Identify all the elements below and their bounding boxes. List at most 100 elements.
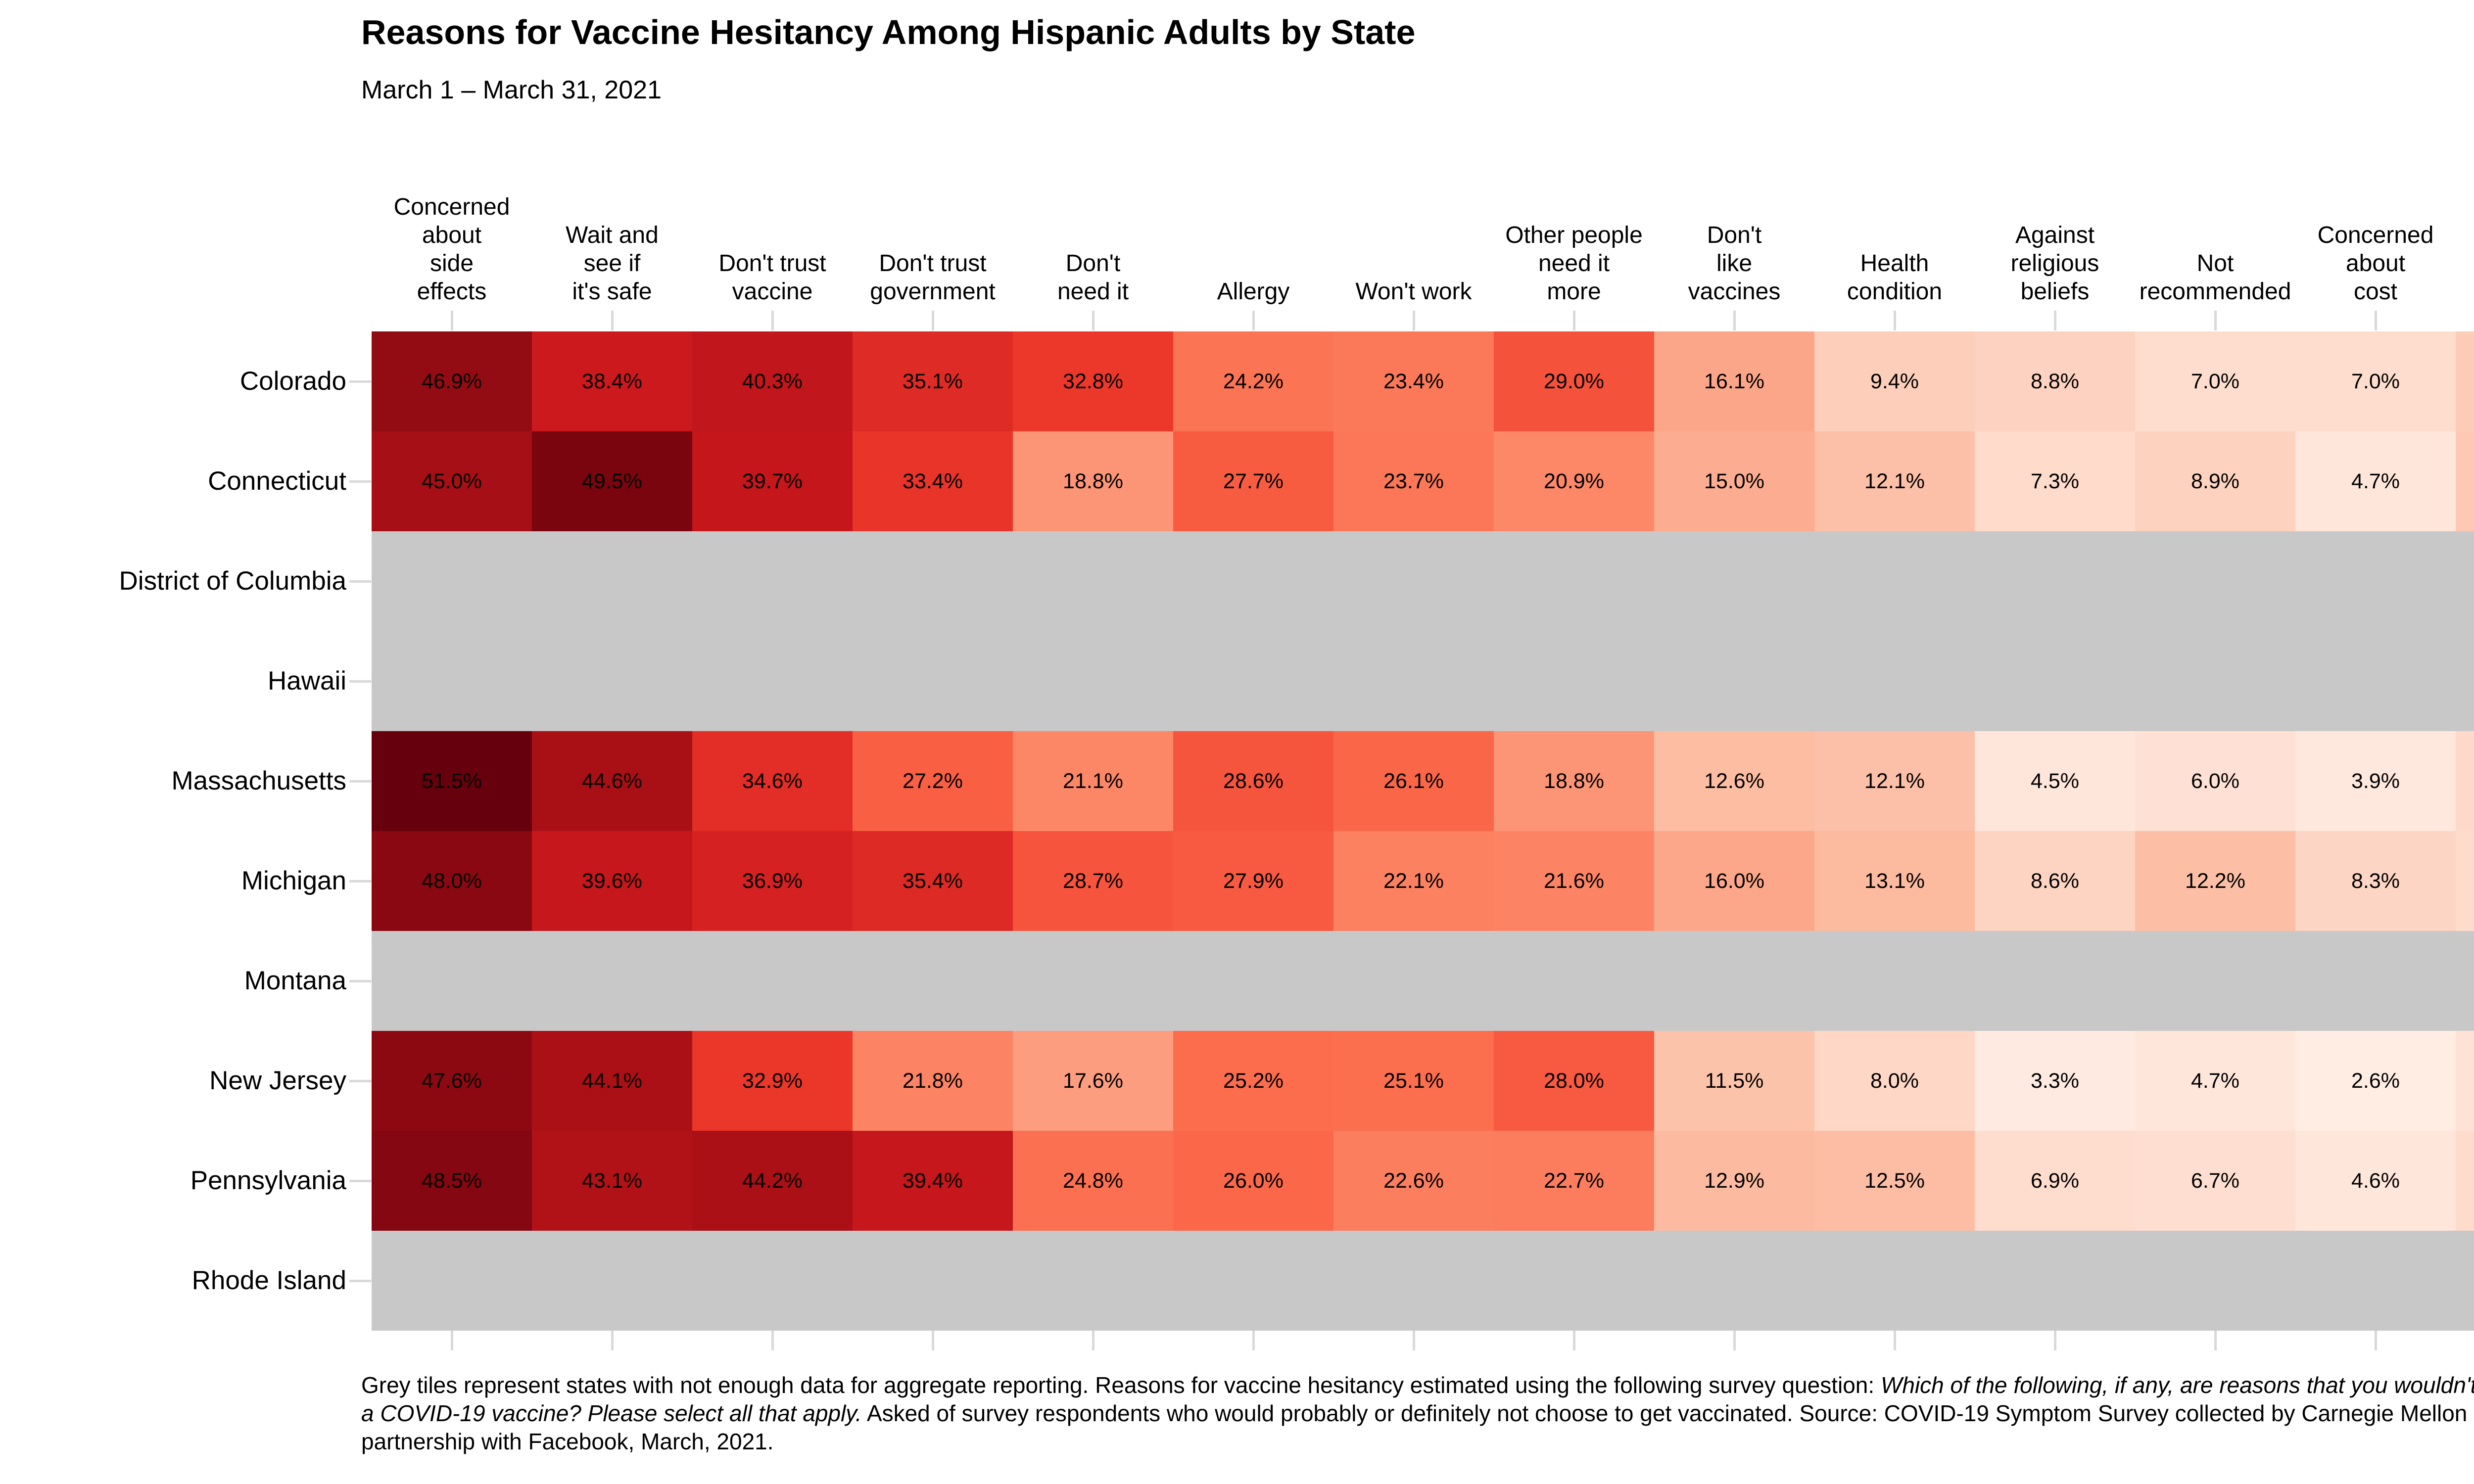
footnote-text: Grey tiles represent states with not eno…	[361, 1372, 1881, 1398]
footnote-survey-question: Which of the following, if any, are reas…	[361, 1372, 2474, 1426]
row-label: Colorado	[239, 367, 346, 396]
heatmap-cell: 27.7%	[1173, 431, 1333, 531]
column-header: Health condition	[1847, 250, 1943, 305]
x-axis-tick-top	[2214, 311, 2217, 330]
heatmap-cell	[1975, 1231, 2135, 1331]
heatmap-cell: 20.9%	[1494, 431, 1654, 531]
heatmap-cell: 7.2%	[2456, 831, 2474, 931]
heatmap-cell	[1173, 931, 1333, 1031]
heatmap-cell: 22.1%	[1333, 831, 1494, 931]
heatmap-cell: 18.8%	[1494, 731, 1654, 831]
heatmap-cell	[532, 1231, 692, 1331]
heatmap-cell: 8.0%	[1814, 1031, 1975, 1131]
x-axis-tick-bottom	[1573, 1331, 1575, 1350]
column-header: Don't like vaccines	[1688, 222, 1781, 305]
heatmap-cell	[1333, 531, 1494, 631]
heatmap-cell	[372, 531, 532, 631]
heatmap-cell: 21.8%	[853, 1031, 1013, 1131]
column-header: Allergy	[1217, 278, 1290, 305]
x-axis-tick-bottom	[1894, 1331, 1896, 1350]
y-axis-tick-left	[349, 980, 371, 982]
heatmap-cell: 46.9%	[372, 331, 532, 431]
heatmap-cell	[2456, 531, 2474, 631]
heatmap-cell: 22.6%	[1333, 1131, 1494, 1231]
heatmap-cell: 28.7%	[1013, 831, 1173, 931]
heatmap-cell	[1494, 531, 1654, 631]
row-label: Pennsylvania	[190, 1166, 346, 1195]
heatmap-cell: 29.0%	[1494, 331, 1654, 431]
heatmap-cell	[372, 1231, 532, 1331]
heatmap-cell: 17.6%	[1013, 1031, 1173, 1131]
heatmap-cell	[2135, 931, 2295, 1031]
heatmap-cell	[2135, 531, 2295, 631]
heatmap-cell	[1333, 931, 1494, 1031]
heatmap-cell: 44.2%	[692, 1131, 853, 1231]
heatmap-cell: 28.0%	[1494, 1031, 1654, 1131]
heatmap-cell: 27.9%	[1173, 831, 1333, 931]
heatmap-cell: 8.6%	[1975, 831, 2135, 931]
column-header: Pregnancy	[2456, 278, 2474, 306]
column-header: Don't trust government	[870, 250, 996, 305]
y-axis-tick-left	[349, 680, 371, 683]
heatmap-cell: 16.1%	[1654, 331, 1814, 431]
y-axis-tick-left	[349, 480, 371, 483]
heatmap-cell: 39.7%	[692, 431, 853, 531]
heatmap-cell	[1654, 531, 1814, 631]
heatmap-cell: 6.0%	[2135, 731, 2295, 831]
heatmap-cell: 24.8%	[1013, 1131, 1173, 1231]
column-header: Don't trust vaccine	[718, 250, 826, 305]
footnote: Grey tiles represent states with not eno…	[361, 1371, 2474, 1456]
heatmap-cell: 7.0%	[2295, 331, 2456, 431]
heatmap-cell: 12.6%	[1654, 731, 1814, 831]
heatmap-cell	[2456, 631, 2474, 731]
heatmap-cell: 44.6%	[532, 731, 692, 831]
heatmap-cell	[853, 531, 1013, 631]
row-label: Michigan	[241, 866, 346, 895]
column-header: Won't work	[1355, 278, 1472, 305]
heatmap-cell: 7.3%	[1975, 431, 2135, 531]
y-axis-tick-left	[349, 380, 371, 383]
heatmap-cell: 4.7%	[2295, 431, 2456, 531]
heatmap-cell: 22.7%	[1494, 1131, 1654, 1231]
heatmap-cell	[2456, 1231, 2474, 1331]
y-axis-tick-left	[349, 780, 371, 783]
heatmap-cell: 23.7%	[1333, 431, 1494, 531]
heatmap-cell	[692, 631, 853, 731]
heatmap-cell: 26.1%	[1333, 731, 1494, 831]
heatmap-cell: 8.9%	[2135, 431, 2295, 531]
column-header: Concerned about side effects	[393, 194, 510, 305]
x-axis-tick-top	[451, 311, 453, 330]
heatmap-cell: 40.3%	[692, 331, 853, 431]
heatmap-cell	[2456, 931, 2474, 1031]
heatmap-cell: 47.6%	[372, 1031, 532, 1131]
x-axis-tick-bottom	[2054, 1331, 2056, 1350]
heatmap-cell: 4.6%	[2295, 1131, 2456, 1231]
heatmap-cell: 23.4%	[1333, 331, 1494, 431]
heatmap-cell	[1814, 931, 1975, 1031]
heatmap-cell: 24.2%	[1173, 331, 1333, 431]
heatmap-cell: 39.6%	[532, 831, 692, 931]
heatmap-cell: 28.6%	[1173, 731, 1333, 831]
x-axis-tick-bottom	[2375, 1331, 2377, 1350]
x-axis-tick-bottom	[1413, 1331, 1415, 1350]
heatmap-cell	[1654, 931, 1814, 1031]
heatmap-cell: 16.0%	[1654, 831, 1814, 931]
x-axis-tick-top	[1092, 311, 1094, 330]
heatmap-cell: 39.4%	[853, 1131, 1013, 1231]
heatmap-cell: 43.1%	[532, 1131, 692, 1231]
heatmap-cell	[1654, 1231, 1814, 1331]
heatmap-cell: 49.5%	[532, 431, 692, 531]
heatmap-cell: 21.6%	[1494, 831, 1654, 931]
chart-title: Reasons for Vaccine Hesitancy Among Hisp…	[361, 13, 1416, 51]
heatmap-cell: 7.0%	[2135, 331, 2295, 431]
heatmap-cell: 18.8%	[1013, 431, 1173, 531]
heatmap-cell	[692, 931, 853, 1031]
heatmap-cell	[532, 931, 692, 1031]
x-axis-tick-bottom	[771, 1331, 774, 1350]
heatmap-cell: 25.2%	[1173, 1031, 1333, 1131]
x-axis-tick-top	[2375, 311, 2377, 330]
heatmap-cell: 25.1%	[1333, 1031, 1494, 1131]
x-axis-tick-bottom	[1092, 1331, 1094, 1350]
heatmap-cell: 33.4%	[853, 431, 1013, 531]
x-axis-tick-bottom	[1733, 1331, 1736, 1350]
